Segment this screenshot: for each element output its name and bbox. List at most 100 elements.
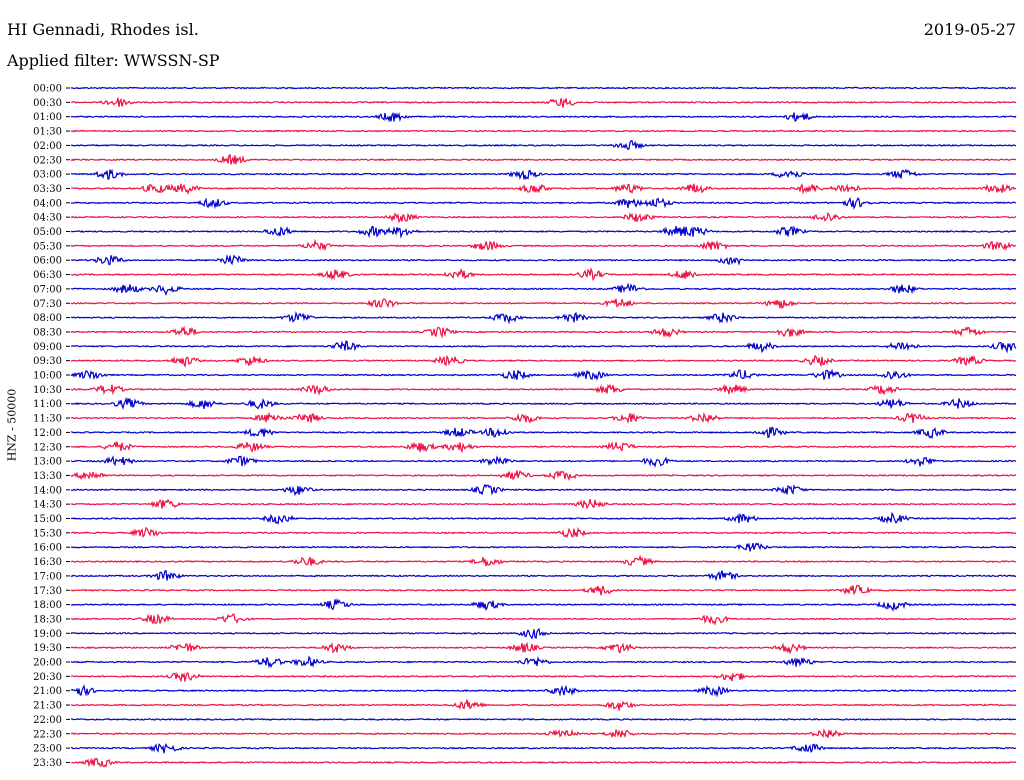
trace-0600	[70, 254, 1017, 266]
time-label-2300: 23:00	[33, 744, 62, 755]
trace-0200	[70, 140, 1017, 151]
time-label-0730: 07:30	[33, 299, 62, 310]
trace-1800	[70, 598, 1017, 612]
trace-1700	[70, 569, 1017, 582]
trace-0100	[70, 112, 1017, 123]
time-label-1530: 15:30	[33, 528, 62, 539]
time-label-1100: 11:00	[33, 399, 62, 410]
time-label-0100: 01:00	[33, 112, 62, 123]
time-label-1230: 12:30	[33, 442, 62, 453]
trace-0400	[71, 196, 1017, 211]
trace-1500	[70, 511, 1017, 525]
time-label-1930: 19:30	[33, 643, 62, 654]
trace-2030	[70, 671, 1017, 683]
time-label-1600: 16:00	[33, 543, 62, 554]
time-label-0530: 05:30	[33, 241, 62, 252]
time-label-2130: 21:30	[33, 701, 62, 712]
trace-1830	[70, 613, 1017, 626]
trace-0630	[70, 267, 1017, 281]
trace-0700	[70, 282, 1017, 296]
time-label-1730: 17:30	[33, 586, 62, 597]
time-label-0200: 02:00	[33, 141, 62, 152]
time-label-0000: 00:00	[33, 84, 62, 95]
time-label-1400: 14:00	[33, 485, 62, 496]
time-label-0630: 06:30	[33, 270, 62, 281]
time-label-0800: 08:00	[33, 313, 62, 324]
time-label-2030: 20:30	[33, 672, 62, 683]
time-label-0230: 02:30	[33, 155, 62, 166]
time-label-1300: 13:00	[33, 457, 62, 468]
time-label-2230: 22:30	[33, 729, 62, 740]
time-label-0500: 05:00	[33, 227, 62, 238]
time-label-1500: 15:00	[33, 514, 62, 525]
time-label-1430: 14:30	[33, 500, 62, 511]
trace-1430	[70, 498, 1017, 510]
time-label-0030: 00:30	[33, 98, 62, 109]
time-label-2200: 22:00	[33, 715, 62, 726]
trace-1200	[70, 426, 1017, 440]
trace-0430	[70, 211, 1017, 224]
trace-2000	[70, 655, 1017, 669]
trace-1130	[70, 411, 1017, 425]
record-date: 2019-05-27	[923, 20, 1016, 39]
time-label-1800: 18:00	[33, 600, 62, 611]
trace-0300	[70, 168, 1017, 181]
filter-label: Applied filter: WWSSN-SP	[7, 51, 220, 70]
trace-1530	[70, 526, 1017, 539]
time-label-1830: 18:30	[33, 614, 62, 625]
trace-1730	[70, 584, 1017, 596]
time-label-1030: 10:30	[33, 385, 62, 396]
trace-1900	[70, 627, 1017, 640]
trace-0730	[70, 298, 1017, 309]
time-label-1700: 17:00	[33, 571, 62, 582]
trace-1030	[70, 383, 1017, 396]
trace-1230	[70, 440, 1017, 454]
time-label-0900: 09:00	[33, 342, 62, 353]
trace-2130	[70, 699, 1017, 711]
trace-1400	[70, 483, 1017, 497]
trace-1630	[70, 554, 1017, 567]
time-label-0430: 04:30	[33, 213, 62, 224]
time-label-1200: 12:00	[33, 428, 62, 439]
time-label-0930: 09:30	[33, 356, 62, 367]
time-label-0830: 08:30	[33, 327, 62, 338]
time-label-0600: 06:00	[33, 256, 62, 267]
time-label-1130: 11:30	[33, 414, 62, 425]
time-label-1330: 13:30	[33, 471, 62, 482]
trace-0230	[70, 153, 1017, 165]
trace-0900	[70, 340, 1017, 354]
trace-0500	[70, 225, 1017, 239]
trace-0030	[70, 97, 1017, 108]
time-label-1630: 16:30	[33, 557, 62, 568]
time-label-1000: 10:00	[33, 371, 62, 382]
trace-2300	[70, 742, 1017, 754]
time-label-2100: 21:00	[33, 686, 62, 697]
time-label-0130: 01:30	[33, 127, 62, 138]
trace-0130	[70, 129, 1017, 133]
trace-1000	[70, 368, 1017, 381]
time-label-0300: 03:00	[33, 170, 62, 181]
time-label-0330: 03:30	[33, 184, 62, 195]
time-label-1900: 19:00	[33, 629, 62, 640]
time-label-2000: 20:00	[33, 658, 62, 669]
trace-2330	[70, 757, 1017, 768]
trace-2100	[70, 684, 1017, 698]
trace-0330	[70, 182, 1017, 195]
time-label-2330: 23:30	[33, 758, 62, 769]
trace-1100	[70, 396, 1017, 411]
trace-0830	[70, 325, 1017, 339]
time-label-0700: 07:00	[33, 284, 62, 295]
trace-0000	[70, 86, 1017, 90]
trace-1300	[70, 455, 1017, 468]
trace-1930	[70, 641, 1017, 655]
trace-0800	[70, 310, 1017, 325]
trace-1600	[70, 542, 1017, 552]
station-title: HI Gennadi, Rhodes isl.	[7, 20, 199, 39]
trace-1330	[70, 470, 1017, 482]
time-label-0400: 04:00	[33, 198, 62, 209]
trace-2230	[70, 728, 1017, 739]
trace-0930	[70, 354, 1017, 368]
trace-0530	[70, 238, 1017, 252]
trace-2200	[70, 717, 1016, 721]
